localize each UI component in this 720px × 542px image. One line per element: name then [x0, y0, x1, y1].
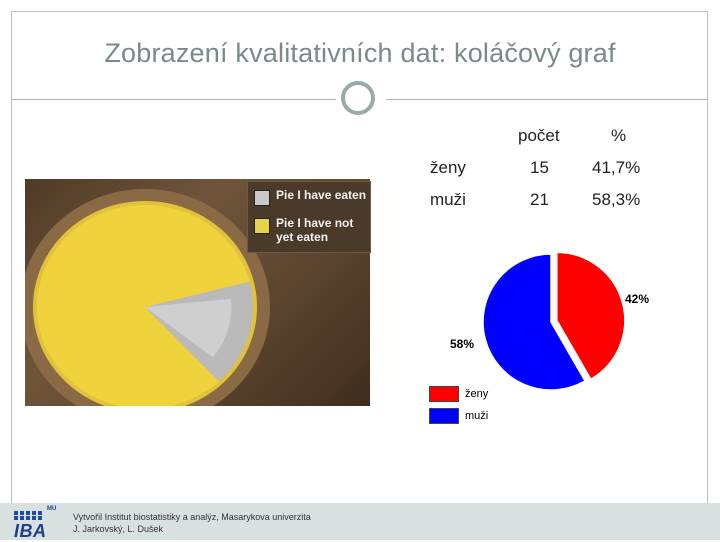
table-header-count: počet	[518, 126, 560, 145]
pie-chart: 42% 58% ženy muži	[425, 240, 685, 440]
footer-credit-line: Vytvořil Institut biostatistiky a analýz…	[73, 512, 311, 522]
title-divider-left	[11, 99, 336, 100]
pie-photo-illustration	[25, 189, 270, 406]
footer-credit: Vytvořil Institut biostatistiky a analýz…	[73, 511, 311, 535]
slide-title: Zobrazení kvalitativních dat: koláčový g…	[104, 38, 616, 68]
pie-chart-plot	[482, 251, 626, 391]
table-header-percent: %	[611, 126, 627, 145]
chart-legend-item: muži	[429, 408, 488, 424]
photo-legend-swatch	[254, 190, 270, 206]
photo-legend-label: Pie I have eaten	[276, 188, 367, 202]
chart-legend-label: muži	[465, 410, 489, 422]
pie-slice-muzi	[482, 253, 587, 391]
photo-legend-item: Pie I have eaten	[254, 188, 368, 206]
photo-legend-item: Pie I have not yet eaten	[254, 216, 368, 244]
slide-frame	[11, 11, 708, 540]
photo-legend-label: Pie I have not yet eaten	[276, 216, 354, 244]
iba-logo: MU IBA	[12, 506, 58, 541]
pie-slice-label-muzi: 58%	[450, 337, 475, 351]
table-row-label: muži	[430, 190, 466, 209]
chart-legend-swatch	[429, 408, 459, 424]
pie-filling-uneaten	[37, 205, 250, 406]
table-row-count: 21	[530, 190, 549, 209]
chart-legend-swatch	[429, 386, 459, 402]
pie-slice-zeny	[556, 251, 626, 381]
logo-text: IBA	[14, 521, 47, 541]
chart-legend-label: ženy	[465, 388, 489, 400]
pie-photo: Pie I have eaten Pie I have not yet eate…	[25, 179, 371, 406]
pie-eaten-slice-highlight	[145, 298, 232, 358]
divider-circle-ornament	[341, 81, 375, 115]
slide-footer: MU IBA Vytvořil Institut biostatistiky a…	[0, 503, 720, 541]
logo-small-text: MU	[47, 506, 57, 512]
photo-legend-swatch	[254, 218, 270, 234]
table-row-count: 15	[530, 158, 549, 177]
table-row-percent: 58,3%	[592, 190, 641, 209]
pie-slice-label-zeny: 42%	[625, 292, 650, 306]
table-row-label: ženy	[430, 158, 466, 177]
chart-legend-item: ženy	[429, 386, 488, 402]
footer-credit-line: J. Jarkovský, L. Dušek	[73, 524, 164, 534]
table-row-percent: 41,7%	[592, 158, 641, 177]
title-divider-right	[386, 99, 708, 100]
photo-legend: Pie I have eaten Pie I have not yet eate…	[247, 181, 371, 253]
